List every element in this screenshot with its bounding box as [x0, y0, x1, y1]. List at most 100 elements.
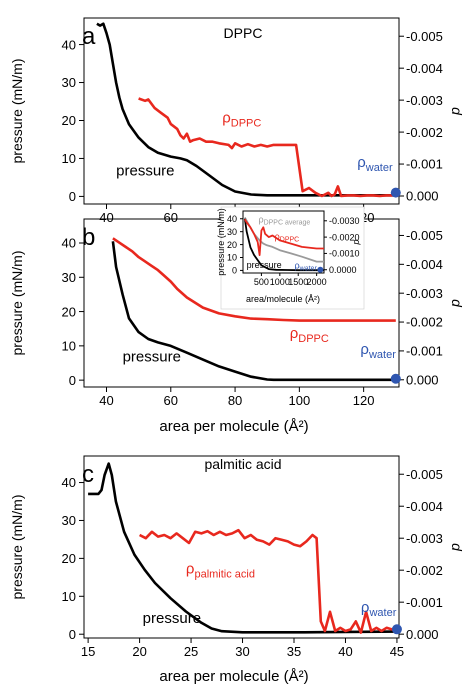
series-line-rho [138, 97, 399, 198]
annotation-symbol: ρ [258, 215, 263, 225]
y-tick-label: 20 [62, 551, 76, 566]
y2-tick-label: -0.001 [406, 595, 443, 610]
annotation-symbol: ρ [186, 560, 195, 577]
y2-tick-label: 0.000 [406, 372, 439, 387]
annotation-symbol: ρ [275, 231, 280, 241]
series-group [96, 22, 399, 198]
y-tick-label: 0 [69, 627, 76, 642]
y-tick-label: 30 [62, 75, 76, 90]
y-axis-label: pressure (mN/m) [216, 208, 226, 276]
y2-tick-label: -0.001 [406, 344, 443, 359]
annotation-subscript: DPPC [298, 333, 329, 345]
panel-letter: c [82, 461, 94, 488]
x-tick-label: 60 [164, 210, 178, 225]
panel-title: palmitic acid [204, 456, 281, 472]
y-tick-label: 10 [62, 151, 76, 166]
y-tick-label: 40 [62, 236, 76, 251]
series-annotation: pressure [116, 163, 174, 180]
y-tick-label: 40 [227, 214, 237, 224]
y-tick-label: 10 [62, 339, 76, 354]
y-axis-label: pressure (mN/m) [9, 494, 25, 599]
chart-panel-b: 40 60 80 100 1200102030400.000-0.001-0.002-0… [9, 218, 465, 435]
water-marker [317, 266, 324, 273]
y-tick-label: 10 [62, 589, 76, 604]
annotation-symbol: ρ [360, 341, 369, 358]
y-tick-label: 30 [62, 270, 76, 285]
y2-tick-label: -0.003 [406, 531, 443, 546]
y2-tick-label: -0.004 [406, 499, 443, 514]
plot-frame [242, 210, 325, 274]
series-annotation: ρDPPC average [258, 215, 310, 227]
y-tick-label: 10 [227, 253, 237, 263]
y2-tick-label: -0.0030 [329, 216, 360, 226]
y-tick-label: 40 [62, 37, 76, 52]
y-tick-label: 0 [232, 266, 237, 276]
y2-tick-label: -0.0010 [329, 249, 360, 259]
y-tick-label: 0 [69, 189, 76, 204]
x-tick-label: 30 [235, 644, 249, 659]
y2-tick-label: -0.003 [406, 286, 443, 301]
y2-tick-label: 0.0000 [329, 265, 357, 275]
annotation-subscript: water [368, 607, 396, 619]
y2-tick-label: -0.002 [406, 315, 443, 330]
plot-frame [83, 17, 400, 205]
y-tick-label: 30 [227, 227, 237, 237]
y2-tick-label: -0.001 [406, 157, 443, 172]
series-annotation: ρwater [295, 260, 318, 272]
y-tick-label: 40 [62, 475, 76, 490]
x-tick-label: 40 [99, 393, 113, 408]
x-tick-label: 2000 [307, 277, 327, 287]
y2-tick-label: -0.003 [406, 93, 443, 108]
y-axis-label: pressure (mN/m) [9, 58, 25, 163]
y2-tick-label: 0.000 [406, 189, 439, 204]
series-line-rho [244, 218, 324, 257]
series-line-rho [112, 237, 396, 322]
series-annotation: pressure [123, 348, 181, 365]
annotation-subscript: DPPC [231, 118, 262, 130]
series-group [88, 462, 398, 634]
annotation-subscript: palmitic acid [194, 568, 255, 580]
x-axis-label: area/molecule (Å²) [246, 294, 320, 304]
x-tick-label: 1000 [270, 277, 290, 287]
series-line-pressure [88, 462, 397, 634]
y2-tick-label: 0.000 [406, 627, 439, 642]
x-tick-label: 1500 [288, 277, 308, 287]
panel-title: DPPC [224, 25, 263, 41]
panel-letter: a [82, 23, 96, 50]
x-tick-label: 15 [81, 644, 95, 659]
x-tick-label: 45 [390, 644, 404, 659]
y-tick-label: 20 [62, 113, 76, 128]
x-tick-label: 60 [164, 393, 178, 408]
x-tick-label: 100 [289, 393, 311, 408]
y2-tick-label: -0.005 [406, 29, 443, 44]
panel-letter: b [82, 224, 95, 251]
series-annotation: ρDPPC [290, 325, 329, 345]
water-marker [390, 373, 401, 384]
plot-frame [83, 455, 400, 639]
y2-tick-label: -0.002 [406, 125, 443, 140]
x-tick-label: 40 [338, 644, 352, 659]
series-line-pressure [243, 218, 324, 272]
y-tick-label: 30 [62, 513, 76, 528]
y2-tick-label: -0.002 [406, 563, 443, 578]
chart-panel-a: 4060801001200102030400.000-0.001-0.002-0… [9, 17, 465, 225]
y2-tick-label: -0.004 [406, 61, 443, 76]
y-tick-label: 0 [69, 373, 76, 388]
water-marker [390, 187, 401, 198]
y2-tick-label: -0.005 [406, 467, 443, 482]
y2-tick-label: -0.004 [406, 257, 443, 272]
y-axis-label: pressure (mN/m) [9, 250, 25, 355]
series-line-pressure [111, 241, 396, 382]
x-tick-label: 35 [287, 644, 301, 659]
x-tick-label: 80 [228, 393, 242, 408]
y-tick-label: 20 [227, 240, 237, 250]
series-group [243, 217, 324, 272]
series-annotation: ρDPPC [275, 231, 300, 243]
annotation-subscript: DPPC average [264, 220, 311, 227]
y2-axis-label: d [449, 107, 465, 116]
series-annotation: ρwater [361, 599, 397, 619]
water-marker [391, 624, 402, 635]
annotation-subscript: water [365, 162, 393, 174]
